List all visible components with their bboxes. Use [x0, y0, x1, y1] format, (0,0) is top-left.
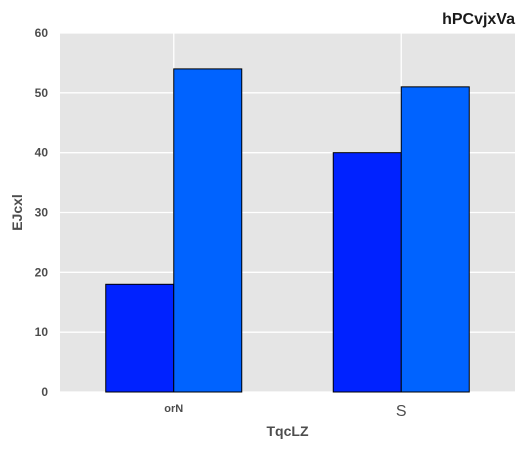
y-tick-label: 50: [35, 86, 49, 100]
x-axis-ticks: orN S: [164, 403, 406, 420]
y-tick-label: 0: [41, 385, 48, 399]
x-tick-label: S: [396, 403, 407, 420]
bar: [173, 68, 243, 393]
bar: [400, 86, 470, 393]
y-tick-label: 30: [35, 206, 49, 220]
y-tick-label: 10: [35, 325, 49, 339]
x-tick-label: orN: [164, 403, 183, 415]
chart-title: hPCvjxVa: [442, 11, 515, 28]
bar: [105, 283, 175, 393]
x-axis-label: TqcLZ: [267, 423, 309, 439]
y-axis-label: EJcxl: [9, 194, 25, 231]
y-tick-label: 20: [35, 265, 49, 279]
bars: [105, 68, 470, 393]
y-tick-label: 60: [35, 26, 49, 40]
y-tick-label: 40: [35, 146, 49, 160]
bar: [332, 152, 402, 393]
y-axis-ticks: 0 10 20 30 40 50 60: [35, 26, 49, 399]
